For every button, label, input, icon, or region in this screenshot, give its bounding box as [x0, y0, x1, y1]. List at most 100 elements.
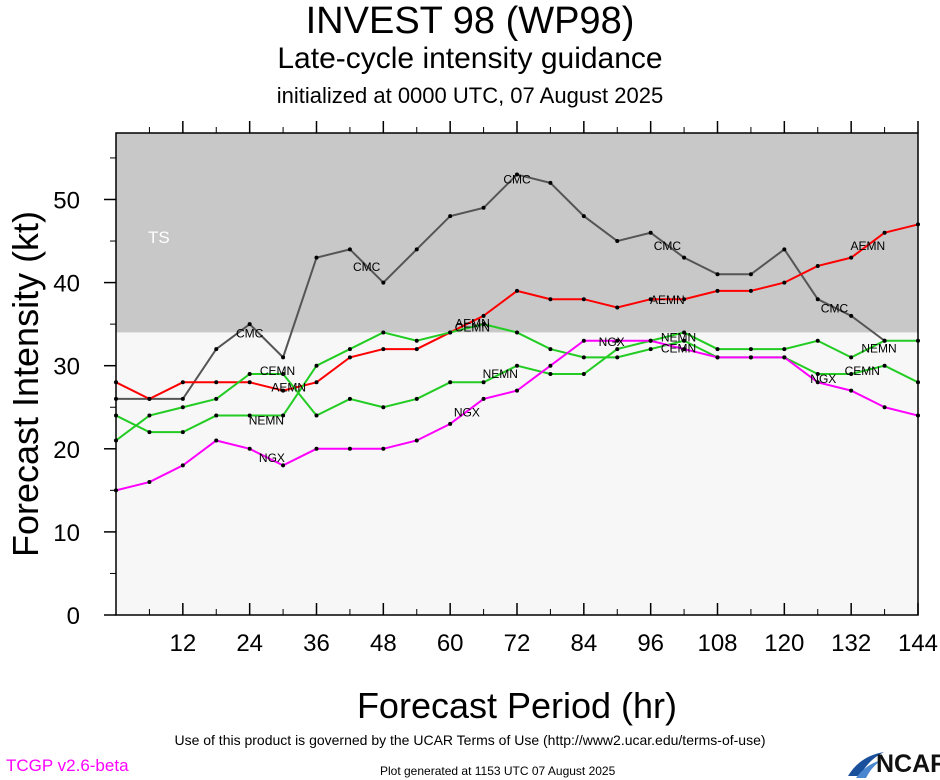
data-point-cmc	[648, 230, 653, 235]
y-tick-label: 40	[53, 271, 80, 298]
series-label-cmc: CMC	[353, 260, 381, 274]
intensity-band-below-ts	[116, 332, 918, 615]
data-point-aemn	[281, 388, 286, 393]
data-point-nemn	[314, 413, 319, 418]
data-point-cmc	[682, 255, 687, 260]
data-point-ngx	[347, 446, 352, 451]
x-tick-label: 24	[236, 630, 263, 657]
data-point-cmc	[615, 239, 620, 244]
series-label-cmc: CMC	[654, 239, 682, 253]
data-point-nemn	[281, 372, 286, 376]
data-point-cemn	[381, 330, 386, 335]
x-tick-label: 96	[637, 630, 664, 657]
ncar-logo-icon	[848, 752, 884, 778]
x-tick-label: 60	[437, 630, 464, 657]
data-point-nemn	[748, 347, 753, 352]
data-point-cmc	[548, 180, 553, 185]
data-point-aemn	[481, 313, 486, 318]
data-point-nemn	[882, 338, 887, 343]
data-point-aemn	[381, 347, 386, 352]
data-point-nemn	[682, 330, 687, 335]
data-point-ngx	[414, 438, 419, 443]
data-point-nemn	[481, 380, 486, 385]
series-label-ngx: NGX	[259, 451, 285, 465]
data-point-cmc	[815, 297, 820, 302]
data-point-ngx	[849, 388, 854, 393]
data-point-aemn	[314, 380, 319, 385]
data-point-cmc	[247, 322, 252, 327]
data-point-cemn	[448, 330, 453, 335]
data-point-nemn	[815, 338, 820, 343]
series-label-cemn: CEMN	[845, 364, 880, 378]
data-point-aemn	[347, 355, 352, 360]
series-label-nemn: NEMN	[861, 341, 896, 355]
data-point-ngx	[581, 338, 586, 343]
x-tick-label: 132	[831, 630, 871, 657]
series-label-cmc: CMC	[236, 326, 264, 340]
data-point-aemn	[748, 288, 753, 293]
data-point-ngx	[615, 338, 620, 343]
data-point-nemn	[414, 396, 419, 401]
data-point-cemn	[147, 430, 152, 435]
data-point-cmc	[214, 347, 219, 352]
data-point-cemn	[214, 413, 219, 418]
data-point-cmc	[481, 205, 486, 210]
data-point-aemn	[515, 288, 519, 293]
data-point-cmc	[849, 313, 854, 318]
data-point-nemn	[448, 380, 453, 385]
series-label-aemn: AEMN	[650, 293, 685, 307]
series-label-cemn: CEMN	[661, 341, 696, 355]
data-point-aemn	[414, 347, 419, 352]
data-point-nemn	[381, 405, 386, 410]
series-label-ngx: NGX	[810, 372, 836, 386]
y-tick-label: 30	[53, 354, 80, 381]
data-point-ngx	[448, 421, 453, 426]
data-point-aemn	[548, 297, 553, 302]
data-point-ngx	[548, 363, 553, 368]
data-point-cemn	[581, 355, 586, 360]
data-point-nemn	[247, 372, 252, 376]
data-point-aemn	[147, 396, 152, 401]
data-point-cemn	[548, 347, 553, 352]
x-tick-label: 48	[370, 630, 397, 657]
data-point-cmc	[748, 272, 753, 277]
data-point-cmc	[180, 396, 185, 401]
data-point-aemn	[615, 305, 620, 310]
data-point-aemn	[214, 380, 219, 385]
y-axis-title: Forecast Intensity (kt)	[5, 211, 46, 557]
data-point-aemn	[882, 230, 887, 235]
data-point-ngx	[515, 388, 519, 393]
data-point-ngx	[147, 480, 152, 485]
data-point-ngx	[314, 446, 319, 451]
data-point-aemn	[782, 280, 787, 285]
version-label: TCGP v2.6-beta	[6, 756, 129, 775]
data-point-nemn	[581, 372, 586, 376]
series-label-ngx: NGX	[599, 335, 625, 349]
data-point-ngx	[481, 396, 486, 401]
ncar-logo-text: NCAR	[876, 750, 940, 778]
data-point-cmc	[314, 255, 319, 260]
data-point-cmc	[347, 247, 352, 252]
data-point-nemn	[347, 396, 352, 401]
band-label-ts: TS	[148, 228, 170, 247]
initialization-time: initialized at 0000 UTC, 07 August 2025	[276, 83, 664, 108]
data-point-ngx	[648, 338, 653, 343]
data-point-cmc	[515, 172, 519, 177]
series-label-nemn: NEMN	[483, 367, 518, 381]
x-tick-label: 144	[898, 630, 938, 657]
data-point-ngx	[715, 355, 720, 360]
data-point-aemn	[849, 255, 854, 260]
series-line-cmc	[116, 173, 886, 400]
terms-of-use-notice: Use of this product is governed by the U…	[174, 732, 766, 748]
data-point-cmc	[281, 355, 286, 360]
data-point-cemn	[849, 372, 854, 376]
data-point-aemn	[180, 380, 185, 385]
data-point-cemn	[281, 413, 286, 418]
data-point-aemn	[815, 263, 820, 268]
data-point-cemn	[515, 330, 519, 335]
data-point-nemn	[180, 405, 185, 410]
data-point-cemn	[815, 372, 820, 376]
plot-generated-time: Plot generated at 1153 UTC 07 August 202…	[380, 764, 616, 778]
data-point-aemn	[581, 297, 586, 302]
data-point-ngx	[748, 355, 753, 360]
